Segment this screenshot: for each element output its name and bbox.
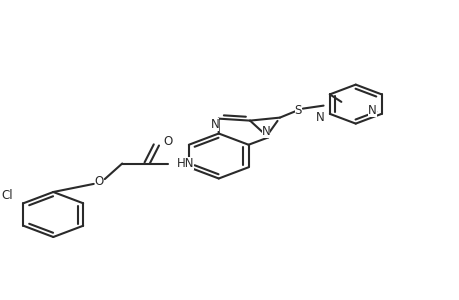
Text: N: N: [367, 104, 376, 117]
Text: S: S: [294, 103, 301, 117]
Text: HN: HN: [176, 157, 194, 170]
Text: O: O: [163, 135, 173, 148]
Text: N: N: [316, 111, 325, 124]
Text: O: O: [95, 175, 104, 188]
Text: Cl: Cl: [1, 189, 13, 202]
Text: N: N: [261, 125, 270, 139]
Text: N: N: [210, 118, 219, 130]
